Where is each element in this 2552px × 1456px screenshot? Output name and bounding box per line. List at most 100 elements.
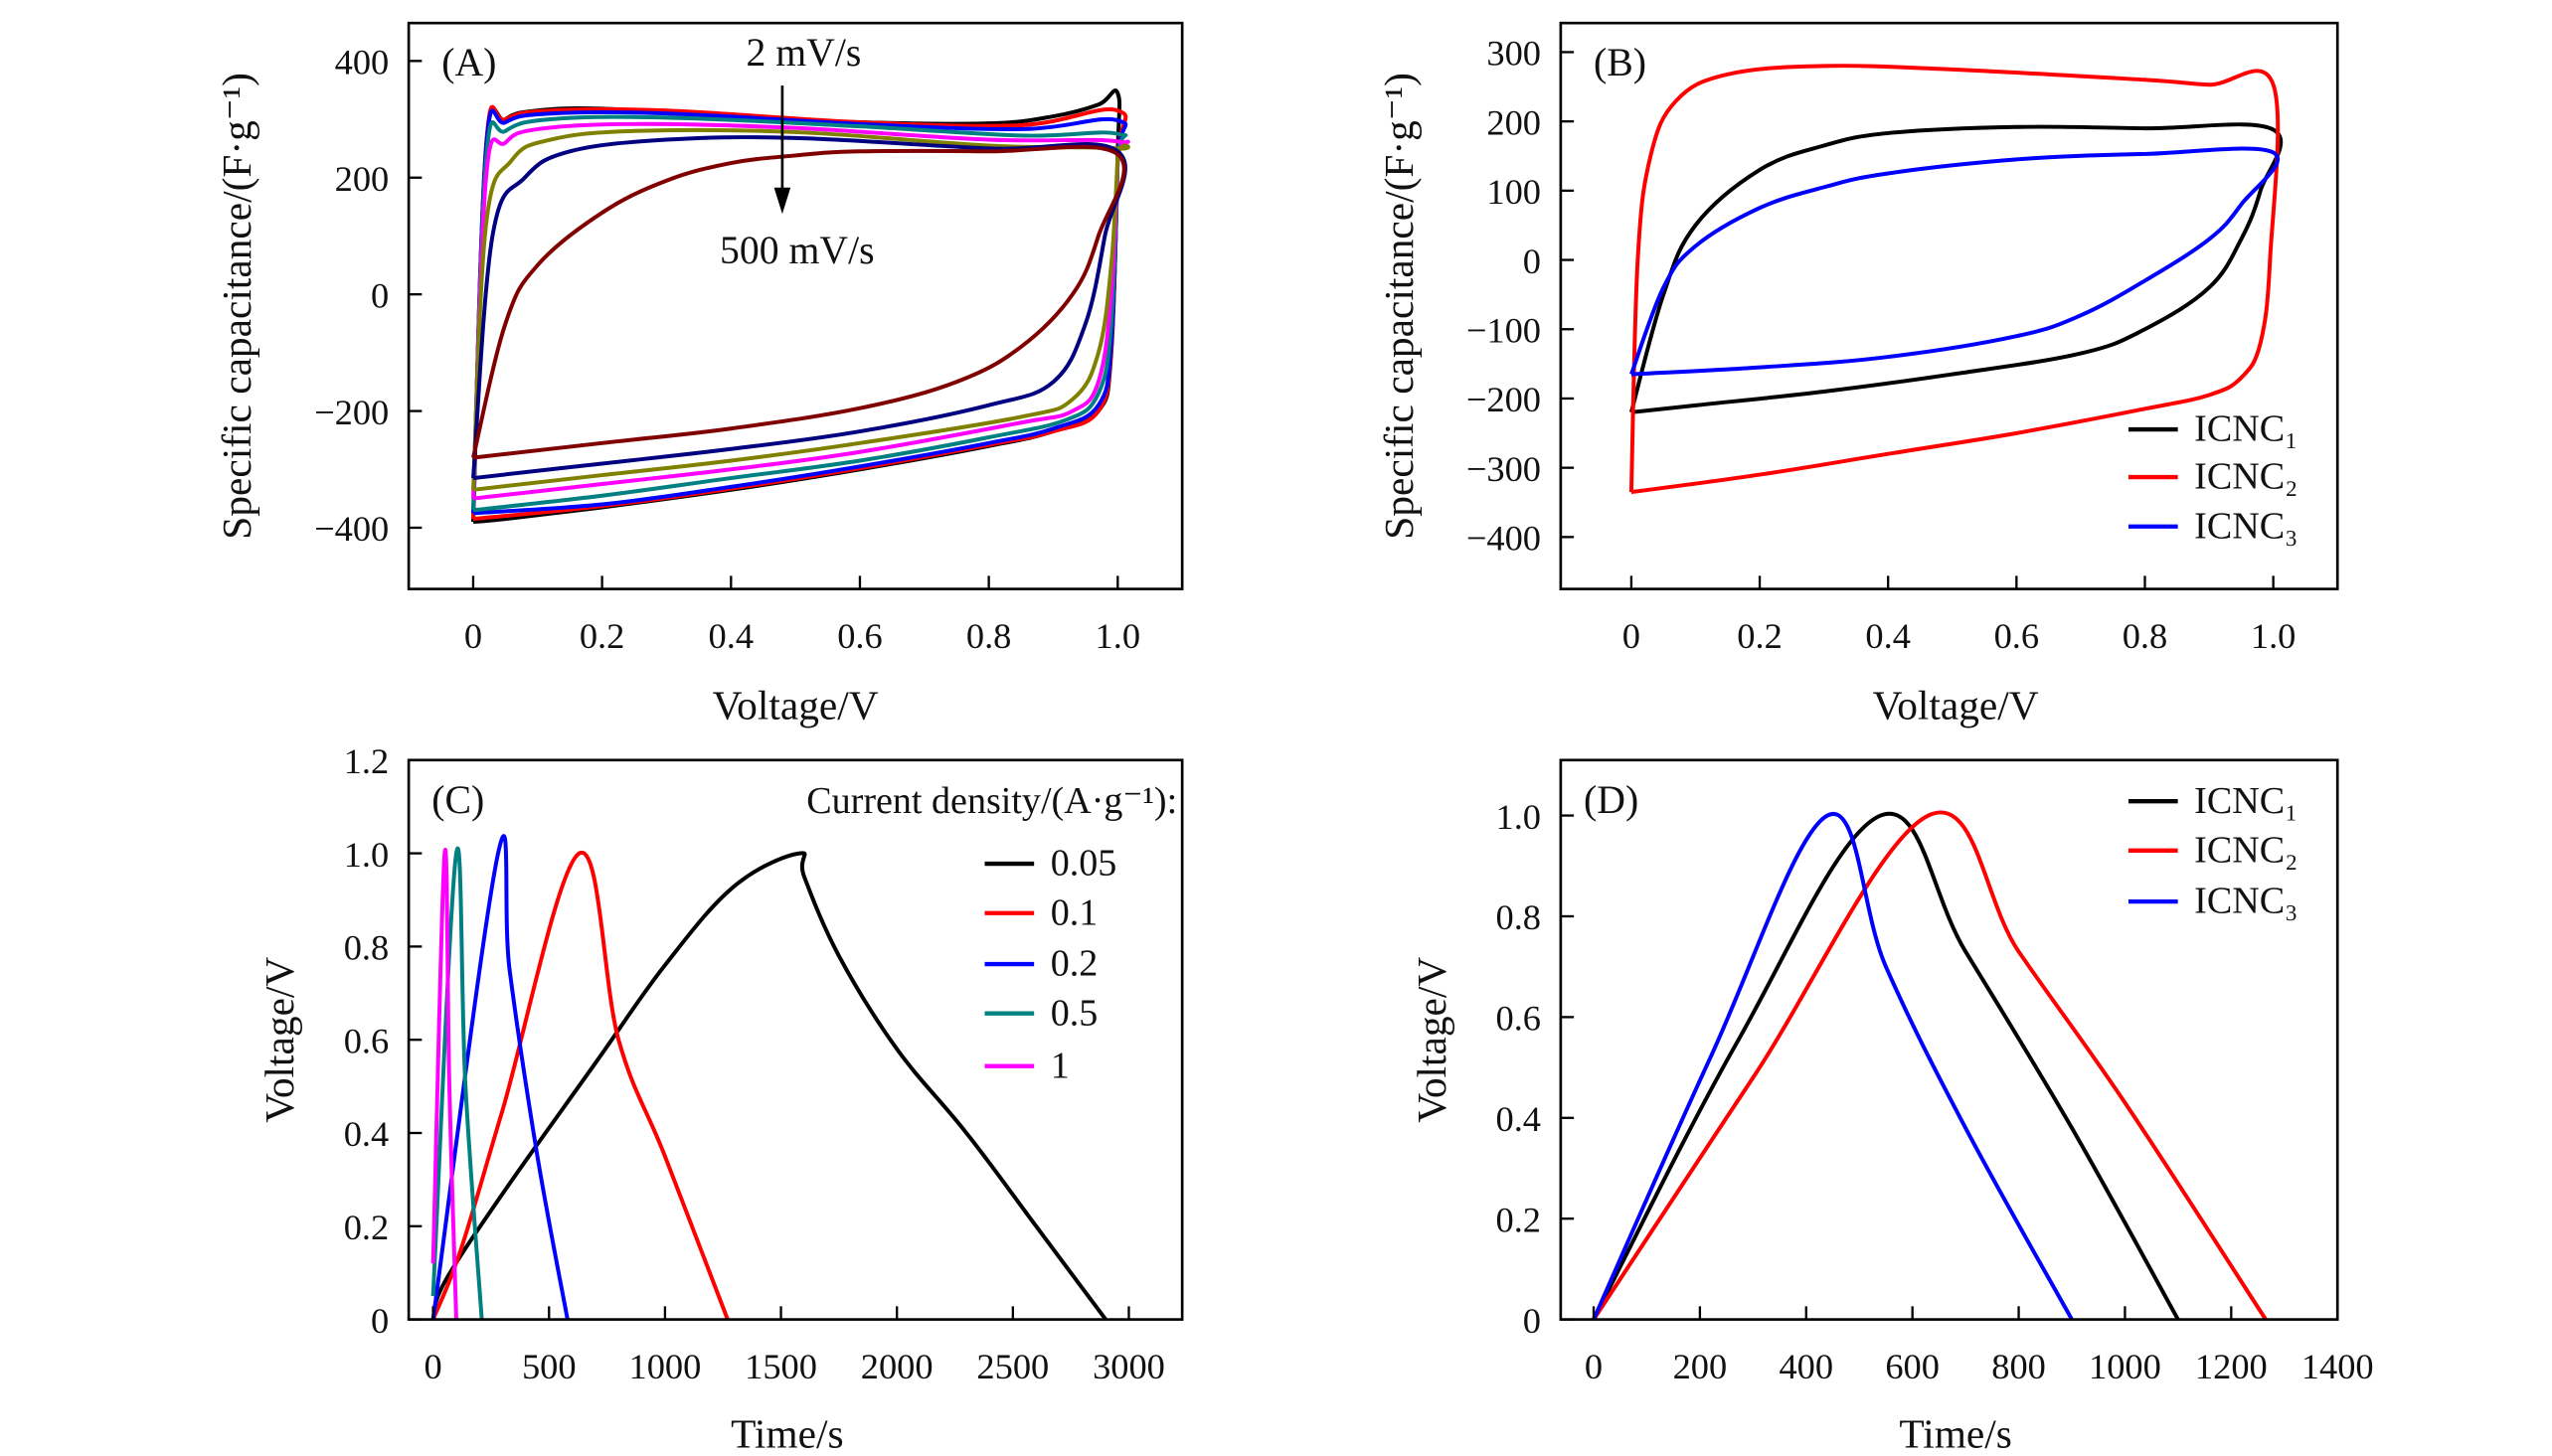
y-tick-label: 0 bbox=[371, 1301, 389, 1341]
x-axis-label: Time/s bbox=[731, 1411, 843, 1456]
panel-label: (C) bbox=[431, 778, 484, 822]
x-tick-label: 1.0 bbox=[2251, 616, 2297, 656]
x-tick-label: 3000 bbox=[1093, 1347, 1165, 1386]
x-tick-label: 1200 bbox=[2195, 1347, 2268, 1386]
x-tick-label: 0.6 bbox=[837, 616, 883, 656]
y-tick-label: 0 bbox=[1523, 1301, 1541, 1341]
legend: ICNC₁ ICNC₂ ICNC₃ bbox=[2127, 408, 2297, 547]
x-axis-label: Voltage/V bbox=[713, 682, 879, 728]
x-axis-label: Voltage/V bbox=[1873, 682, 2039, 728]
x-tick-label: 400 bbox=[1779, 1347, 1833, 1386]
legend-label: 0.1 bbox=[1051, 891, 1099, 933]
legend-label: ICNC₃ bbox=[2194, 881, 2297, 922]
y-axis-label: Specific capacitance/(F·g⁻¹) bbox=[214, 73, 260, 540]
series-line-1 bbox=[1628, 64, 2281, 495]
legend: ICNC₁ ICNC₂ ICNC₃ bbox=[2127, 780, 2297, 922]
x-tick-label: 1400 bbox=[2301, 1347, 2374, 1386]
x-tick-label: 1500 bbox=[745, 1347, 817, 1386]
panel-b: 0 0.2 0.4 0.6 0.8 1.0 300 200 100 0 −100 −200 −300 −4… bbox=[1376, 21, 2339, 728]
series-line-3 bbox=[471, 114, 1128, 513]
y-tick-label: 0 bbox=[371, 275, 389, 315]
x-tick-label: 600 bbox=[1885, 1347, 1940, 1386]
y-tick-label: −200 bbox=[314, 393, 389, 432]
y-tick-label: 1.2 bbox=[344, 741, 390, 781]
x-tick-label: 0.8 bbox=[2123, 616, 2168, 656]
legend-label: 1 bbox=[1051, 1045, 1070, 1086]
y-tick-label: 200 bbox=[1486, 102, 1541, 142]
x-tick-label: 800 bbox=[1991, 1347, 2046, 1386]
y-tick-label: −300 bbox=[1466, 449, 1541, 489]
series-line-4 bbox=[430, 848, 458, 1320]
y-tick-label: −100 bbox=[1466, 310, 1541, 350]
legend-label: 0.5 bbox=[1051, 992, 1099, 1034]
y-tick-label: 0.4 bbox=[344, 1114, 390, 1154]
series-line-2 bbox=[1592, 812, 2074, 1321]
y-tick-label: −400 bbox=[1466, 519, 1541, 559]
y-axis-label: Voltage/V bbox=[256, 957, 302, 1123]
x-tick-label: 0 bbox=[1622, 616, 1640, 656]
x-tick-label: 0.2 bbox=[1737, 616, 1783, 656]
x-tick-label: 0 bbox=[425, 1347, 442, 1386]
y-tick-label: 1.0 bbox=[1495, 797, 1541, 837]
y-tick-label: 0.2 bbox=[344, 1208, 390, 1247]
legend-label: ICNC₂ bbox=[2194, 829, 2297, 871]
x-tick-label: 0.6 bbox=[1994, 616, 2040, 656]
panel-label: (A) bbox=[441, 41, 496, 84]
y-tick-label: 300 bbox=[1486, 34, 1541, 74]
x-axis-label: Time/s bbox=[1899, 1411, 2011, 1456]
arrow-head-icon bbox=[773, 187, 791, 215]
series-line-2 bbox=[471, 108, 1128, 516]
legend-label: ICNC₂ bbox=[2194, 456, 2297, 498]
y-tick-label: −200 bbox=[1466, 380, 1541, 419]
series-line-1 bbox=[1592, 810, 2268, 1321]
y-tick-label: 400 bbox=[335, 43, 390, 82]
y-tick-label: 200 bbox=[335, 159, 390, 199]
y-tick-label: 0.6 bbox=[1495, 999, 1541, 1039]
x-tick-label: 1.0 bbox=[1096, 616, 1141, 656]
series-line-1 bbox=[471, 104, 1128, 522]
x-tick-label: 2000 bbox=[861, 1347, 934, 1386]
series-line-3 bbox=[430, 846, 484, 1320]
series-line-4 bbox=[471, 121, 1130, 501]
series-line-0 bbox=[430, 851, 1107, 1321]
x-tick-label: 500 bbox=[522, 1347, 577, 1386]
series-line-7 bbox=[471, 144, 1126, 460]
y-tick-label: 0.2 bbox=[1495, 1200, 1541, 1239]
annotation-fast-rate: 500 mV/s bbox=[720, 229, 875, 272]
annotation-slow-rate: 2 mV/s bbox=[746, 31, 861, 75]
x-tick-label: 2500 bbox=[976, 1347, 1049, 1386]
panel-c: 0 500 1000 1500 2000 2500 3000 0 0.2 0.4 0.6 0.8 1.0… bbox=[256, 741, 1184, 1456]
x-tick-label: 0 bbox=[464, 616, 482, 656]
plot-frame bbox=[1559, 758, 2339, 1321]
series-line-0 bbox=[1628, 122, 2284, 414]
series-line-2 bbox=[1629, 146, 2281, 377]
panel-d: 0 200 400 600 800 1000 1200 1400 0 0.2 0.4 0.6 0.8 1.… bbox=[1409, 758, 2374, 1456]
legend-title: Current density/(A·g⁻¹): bbox=[806, 780, 1177, 822]
y-tick-label: 0 bbox=[1523, 242, 1541, 281]
x-tick-label: 1000 bbox=[2089, 1347, 2161, 1386]
series-line-5 bbox=[471, 127, 1130, 492]
y-axis-label: Specific capacitance/(F·g⁻¹) bbox=[1376, 73, 1423, 540]
panel-label: (B) bbox=[1594, 41, 1646, 84]
legend-label: ICNC₃ bbox=[2194, 505, 2297, 547]
x-tick-label: 0 bbox=[1585, 1347, 1603, 1386]
y-tick-label: 0.4 bbox=[1495, 1099, 1541, 1139]
series-line-6 bbox=[471, 135, 1127, 481]
series-line-0 bbox=[1592, 811, 2180, 1321]
x-tick-label: 1000 bbox=[629, 1347, 702, 1386]
y-tick-label: 100 bbox=[1486, 172, 1541, 212]
legend-label: ICNC₁ bbox=[2194, 408, 2297, 450]
y-tick-label: 0.8 bbox=[344, 928, 390, 968]
y-tick-label: −400 bbox=[314, 509, 389, 549]
x-tick-label: 0.2 bbox=[580, 616, 625, 656]
y-tick-label: 0.8 bbox=[1495, 897, 1541, 937]
legend-label: ICNC₁ bbox=[2194, 780, 2297, 822]
legend-label: 0.05 bbox=[1051, 843, 1117, 885]
y-tick-label: 0.6 bbox=[344, 1021, 390, 1060]
legend: Current density/(A·g⁻¹): 0.05 0.1 0.2 0.5 1 bbox=[806, 780, 1177, 1087]
plot-frame bbox=[1559, 21, 2339, 590]
x-tick-label: 0.4 bbox=[1865, 616, 1911, 656]
series-line-1 bbox=[430, 851, 730, 1321]
legend-label: 0.2 bbox=[1051, 943, 1099, 985]
